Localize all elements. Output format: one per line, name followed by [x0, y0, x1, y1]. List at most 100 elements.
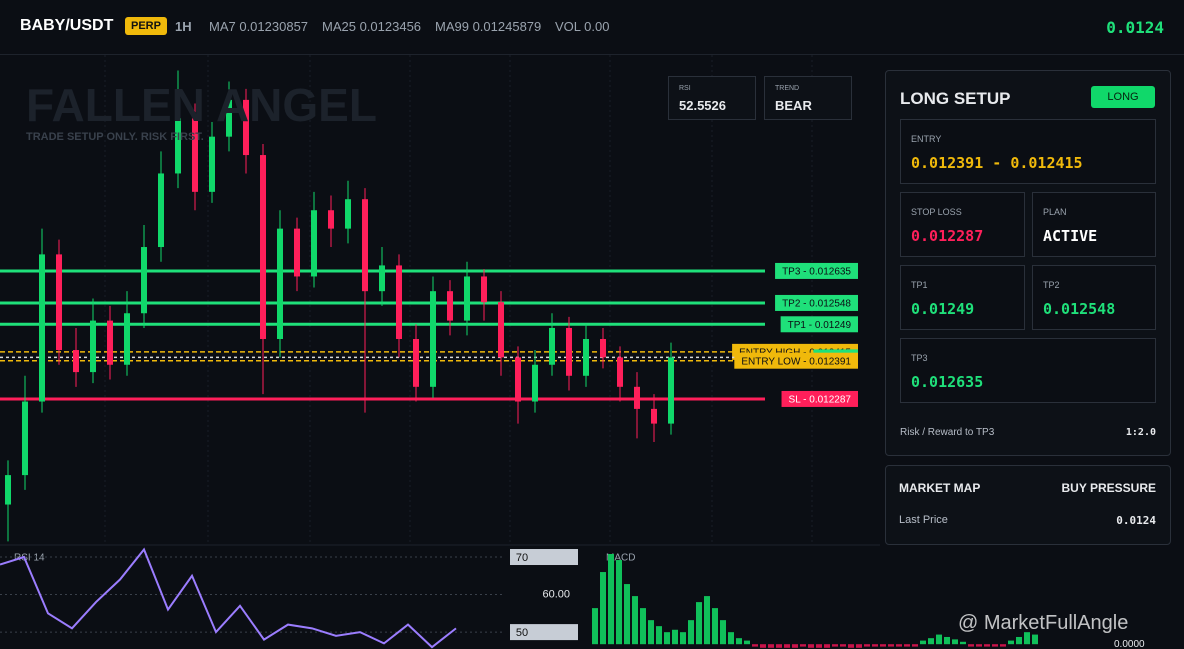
macd-bar [616, 560, 622, 645]
candle-body [90, 320, 96, 373]
macd-bar [1008, 640, 1014, 645]
macd-bar [896, 644, 902, 647]
level-label: SL - 0.012287 [789, 395, 852, 406]
macd-bar [768, 644, 774, 648]
macd-bar [912, 644, 918, 647]
macd-bar [648, 620, 654, 645]
candle-body [260, 155, 266, 339]
macd-bar [1032, 634, 1038, 645]
macd-bar [824, 644, 830, 648]
macd-bar [600, 572, 606, 645]
stat-box: RSI 52.5526 [668, 76, 756, 120]
macd-bar [944, 636, 950, 645]
candle-body [498, 302, 504, 358]
level-tag [775, 294, 858, 311]
candle-body [311, 210, 317, 277]
rsi-level-box [510, 549, 578, 566]
card-label: STOP LOSS [911, 207, 962, 217]
macd-bar [888, 644, 894, 647]
candle-body [379, 265, 385, 292]
stat-value: 52.5526 [679, 98, 726, 113]
macd-bar [920, 640, 926, 645]
macd-bar [1000, 644, 1006, 647]
candle-body [532, 364, 538, 402]
card: TP2 0.012548 [1032, 265, 1156, 330]
level-tag [734, 352, 858, 369]
stat-value: BEAR [775, 98, 812, 113]
card-value: 0.012635 [911, 373, 984, 391]
macd-bar [688, 620, 694, 645]
level-label: TP1 - 0.01249 [788, 320, 852, 331]
macd-bar [856, 644, 862, 648]
macd-bar [872, 644, 878, 647]
candle-body [124, 313, 130, 365]
candle-body [447, 291, 453, 321]
setup-panel: LONG SETUP LONG ENTRY 0.012391 - 0.012415… [885, 70, 1171, 456]
card-value: 0.012287 [911, 227, 984, 245]
rr-label: Risk / Reward to TP3 [900, 427, 995, 438]
stat-label: TREND [775, 85, 800, 92]
candle-body [39, 254, 45, 402]
macd-bar [672, 629, 678, 645]
macd-bar [976, 644, 982, 647]
macd-bar [952, 639, 958, 645]
rsi-title: RSI 14 [14, 553, 45, 564]
candle-body [362, 199, 368, 292]
macd-bar [984, 644, 990, 647]
candle-body [481, 276, 487, 303]
card-label: TP3 [911, 353, 928, 363]
card-value: 0.012548 [1043, 300, 1116, 318]
setup-badge[interactable]: LONG [1091, 86, 1155, 108]
macd-bar [840, 644, 846, 647]
macd-bar [592, 608, 598, 645]
macd-bar [864, 644, 870, 647]
macd-bar [928, 638, 934, 645]
macd-bar [880, 644, 886, 647]
macd-bar [936, 634, 942, 645]
candle-body [634, 386, 640, 409]
macd-bar [776, 644, 782, 648]
macd-bar [904, 644, 910, 647]
ma7: MA7 0.01230857 [209, 19, 309, 34]
macd-bar [832, 644, 838, 647]
rsi-level-label: 50 [516, 627, 528, 639]
card-value: 0.01249 [911, 300, 975, 318]
level-label: TP3 - 0.012635 [782, 267, 851, 278]
macd-bar [736, 638, 742, 645]
macd-bar [696, 602, 702, 645]
macd-bar [792, 644, 798, 648]
macd-bar [632, 596, 638, 645]
candle-body [209, 136, 215, 192]
setup-title: LONG SETUP [900, 89, 1011, 108]
macd-bar [640, 608, 646, 645]
ma25: MA25 0.0123456 [322, 19, 422, 34]
macd-bar [968, 644, 974, 647]
macd-bar [712, 608, 718, 645]
candle-body [141, 247, 147, 314]
candle-body [294, 228, 300, 277]
market-label: Last Price [899, 514, 948, 526]
macd-bar [800, 644, 806, 647]
level-tag [780, 316, 858, 333]
interval[interactable]: 1H [175, 19, 192, 34]
candle-body [277, 228, 283, 339]
macd-bar [744, 640, 750, 645]
candle-body [243, 99, 249, 156]
macd-bar [1024, 632, 1030, 645]
level-tag [781, 390, 858, 407]
candle-body [668, 357, 674, 424]
macd-bar [848, 644, 854, 648]
candle-body [583, 338, 589, 376]
macd-bar [664, 632, 670, 645]
candle-body [651, 408, 657, 424]
candle-body [549, 327, 555, 365]
candle-body [515, 357, 521, 402]
level-tag [775, 262, 858, 279]
card: PLAN ACTIVE [1032, 192, 1156, 257]
rsi-level-label: 70 [516, 552, 528, 564]
macd-bar [784, 644, 790, 648]
macd-bar [728, 632, 734, 645]
candle-body [396, 265, 402, 339]
